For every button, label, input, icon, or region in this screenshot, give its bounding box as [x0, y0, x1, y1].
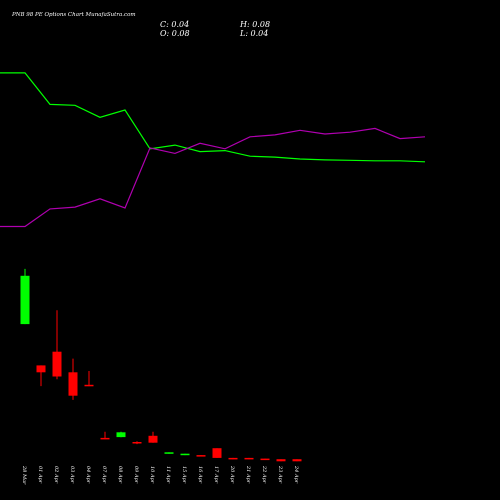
x-tick-label: 04 Apr	[85, 466, 91, 484]
candlestick-series	[20, 268, 302, 462]
x-tick-label: 11 Apr	[165, 466, 171, 484]
x-tick-label: 28 Mar	[21, 465, 27, 485]
indicator-line-2	[0, 127, 426, 228]
open-value: O: 0.08	[160, 29, 190, 38]
x-tick-label: 10 Apr	[149, 466, 155, 484]
candle-body	[180, 453, 190, 456]
candle-body	[164, 452, 174, 454]
candle-body	[212, 448, 222, 458]
candle-body	[244, 457, 254, 460]
low-value: L: 0.04	[239, 29, 268, 38]
candle-body	[228, 457, 238, 460]
candle	[196, 455, 206, 457]
candle	[292, 459, 302, 462]
candle-body	[148, 435, 158, 443]
x-tick-label: 16 Apr	[197, 466, 203, 484]
candle	[212, 448, 222, 458]
x-tick-label: 22 Apr	[261, 465, 267, 484]
high-value: H: 0.08	[239, 20, 270, 29]
candle	[148, 431, 158, 443]
chart-title: PNB 98 PE Options Chart MunafaSutra.com	[11, 12, 136, 18]
x-tick-label: 09 Apr	[133, 466, 139, 484]
candle-body	[52, 351, 62, 377]
x-tick-label: 20 Apr	[229, 465, 235, 484]
x-tick-label: 21 Apr	[245, 465, 251, 484]
indicator-lines	[0, 72, 426, 228]
candle-body	[84, 384, 94, 387]
x-tick-label: 15 Apr	[181, 466, 187, 484]
candle	[132, 441, 142, 445]
candle	[260, 458, 270, 461]
candle	[52, 310, 62, 380]
x-tick-label: 03 Apr	[69, 466, 75, 484]
candle	[100, 431, 110, 440]
indicator-line-1	[0, 72, 426, 163]
x-tick-label: 23 Apr	[277, 465, 283, 484]
x-tick-label: 17 Apr	[213, 466, 219, 484]
candle	[180, 453, 190, 456]
candle-body	[292, 459, 302, 462]
x-tick-label: 02 Apr	[53, 466, 59, 484]
candle-body	[68, 372, 78, 396]
candle-body	[116, 432, 126, 438]
candle-body	[36, 365, 46, 373]
x-tick-label: 07 Apr	[101, 466, 107, 484]
candle-body	[196, 455, 206, 457]
candle-body	[132, 442, 142, 444]
candle	[276, 459, 286, 462]
x-tick-label: 01 Apr	[37, 466, 43, 484]
candle	[164, 452, 174, 454]
close-value: C: 0.04	[160, 20, 189, 29]
candle	[228, 457, 238, 460]
candle	[20, 268, 30, 325]
candle-body	[20, 275, 30, 325]
candle-body	[260, 458, 270, 461]
candle	[116, 431, 126, 438]
candle-body	[100, 437, 110, 440]
candle	[244, 457, 254, 460]
candle	[36, 365, 46, 387]
x-axis-ticks: 28 Mar 01 Apr 02 Apr 03 Apr 04 Apr 07 Apr 08 A…	[21, 465, 299, 485]
x-tick-label: 08 Apr	[117, 466, 123, 484]
candle	[68, 358, 78, 400]
candle	[84, 371, 94, 387]
x-tick-label: 24 Apr	[293, 465, 299, 484]
candle-body	[276, 459, 286, 462]
